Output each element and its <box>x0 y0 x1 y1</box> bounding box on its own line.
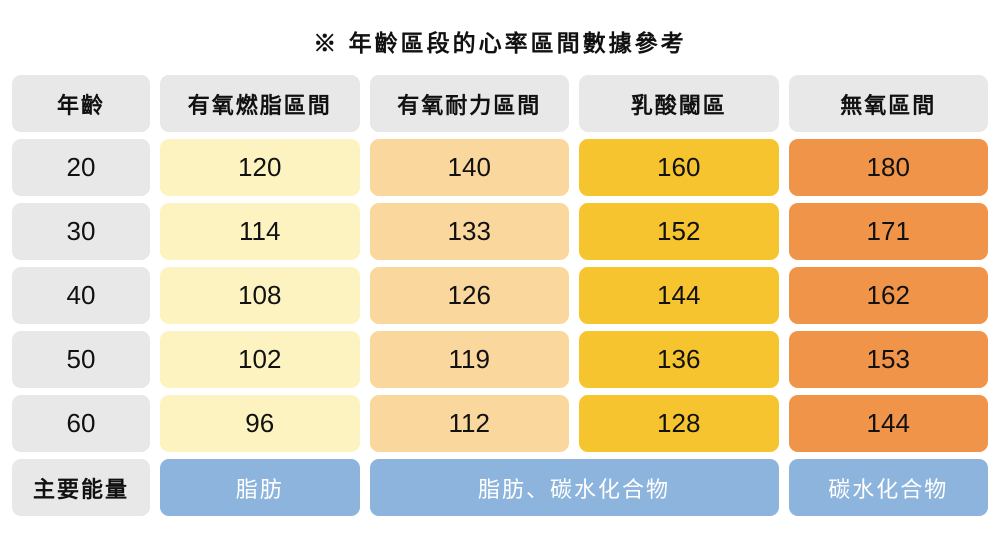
value-cell: 112 <box>369 395 569 452</box>
page-title: ※ 年齡區段的心率區間數據參考 <box>313 30 687 56</box>
value-cell: 120 <box>160 139 360 196</box>
value-cell: 180 <box>788 139 988 196</box>
value-cell: 102 <box>160 331 360 388</box>
footer-label-main-energy: 主要能量 <box>12 459 150 516</box>
energy-cell-fat: 脂肪 <box>160 459 360 516</box>
value-cell: 133 <box>369 203 569 260</box>
energy-cell-fat-carbs: 脂肪、碳水化合物 <box>369 459 779 516</box>
value-cell: 144 <box>579 267 779 324</box>
value-cell: 119 <box>369 331 569 388</box>
value-cell: 96 <box>160 395 360 452</box>
value-cell: 140 <box>369 139 569 196</box>
age-cell: 30 <box>12 203 150 260</box>
energy-cell-carbs: 碳水化合物 <box>788 459 988 516</box>
age-cell: 60 <box>12 395 150 452</box>
age-cell: 20 <box>12 139 150 196</box>
value-cell: 171 <box>788 203 988 260</box>
value-cell: 128 <box>579 395 779 452</box>
value-cell: 153 <box>788 331 988 388</box>
header-fat-burn-zone: 有氧燃脂區間 <box>160 75 360 132</box>
heart-rate-table: 年齡 有氧燃脂區間 有氧耐力區間 乳酸閾區 無氧區間 20 120 140 16… <box>12 75 988 516</box>
age-cell: 40 <box>12 267 150 324</box>
value-cell: 108 <box>160 267 360 324</box>
value-cell: 126 <box>369 267 569 324</box>
value-cell: 160 <box>579 139 779 196</box>
header-age: 年齡 <box>12 75 150 132</box>
value-cell: 144 <box>788 395 988 452</box>
age-cell: 50 <box>12 331 150 388</box>
value-cell: 136 <box>579 331 779 388</box>
value-cell: 152 <box>579 203 779 260</box>
value-cell: 114 <box>160 203 360 260</box>
header-endurance-zone: 有氧耐力區間 <box>369 75 569 132</box>
header-anaerobic-zone: 無氧區間 <box>788 75 988 132</box>
header-lactate-zone: 乳酸閾區 <box>579 75 779 132</box>
value-cell: 162 <box>788 267 988 324</box>
